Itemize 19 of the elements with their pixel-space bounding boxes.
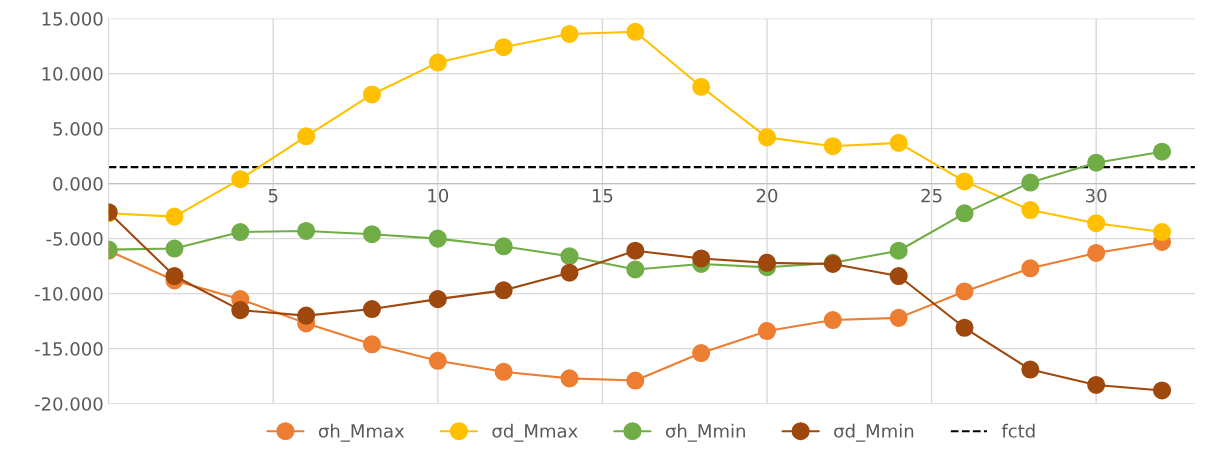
x-tick-label: 15 — [592, 189, 613, 203]
y-tick-label: 10.000 — [42, 67, 103, 81]
x-tick-label: 10 — [428, 188, 449, 203]
x-tick-label: 30 — [1086, 188, 1107, 203]
x-tick-label: 25 — [921, 188, 942, 203]
x-tick-label: 5 — [268, 189, 278, 203]
y-tick-label: 0.000 — [53, 177, 103, 191]
y-tick-label: -10.000 — [34, 287, 103, 301]
y-tick-label: 5.000 — [53, 122, 103, 136]
legend-label: σd_Mmax — [492, 423, 578, 442]
y-tick-label: -20.000 — [34, 397, 103, 411]
x-tick-label: 20 — [756, 188, 778, 203]
y-tick-label: 15.000 — [42, 12, 103, 26]
legend-label: σd_Mmin — [834, 423, 914, 442]
legend-label: σh_Mmin — [665, 423, 745, 442]
y-tick-label: -15.000 — [34, 342, 103, 356]
legend-label: σh_Mmax — [318, 423, 405, 442]
legend-label: fctd — [1001, 423, 1035, 438]
y-tick-label: -5.000 — [46, 232, 103, 246]
